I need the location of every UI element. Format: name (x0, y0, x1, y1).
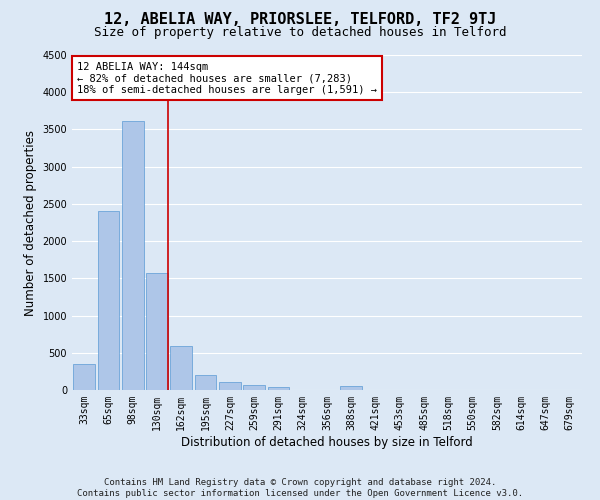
Text: 12, ABELIA WAY, PRIORSLEE, TELFORD, TF2 9TJ: 12, ABELIA WAY, PRIORSLEE, TELFORD, TF2 … (104, 12, 496, 28)
X-axis label: Distribution of detached houses by size in Telford: Distribution of detached houses by size … (181, 436, 473, 448)
Text: Size of property relative to detached houses in Telford: Size of property relative to detached ho… (94, 26, 506, 39)
Y-axis label: Number of detached properties: Number of detached properties (24, 130, 37, 316)
Bar (73, 364, 95, 390)
Bar (340, 386, 362, 390)
Bar (97, 212, 119, 390)
Bar (170, 346, 192, 390)
Bar (122, 120, 143, 390)
Text: Contains HM Land Registry data © Crown copyright and database right 2024.
Contai: Contains HM Land Registry data © Crown c… (77, 478, 523, 498)
Bar (146, 273, 168, 390)
Text: 12 ABELIA WAY: 144sqm
← 82% of detached houses are smaller (7,283)
18% of semi-d: 12 ABELIA WAY: 144sqm ← 82% of detached … (77, 62, 377, 95)
Bar (219, 382, 241, 390)
Bar (243, 385, 265, 390)
Bar (194, 375, 217, 390)
Bar (268, 387, 289, 390)
